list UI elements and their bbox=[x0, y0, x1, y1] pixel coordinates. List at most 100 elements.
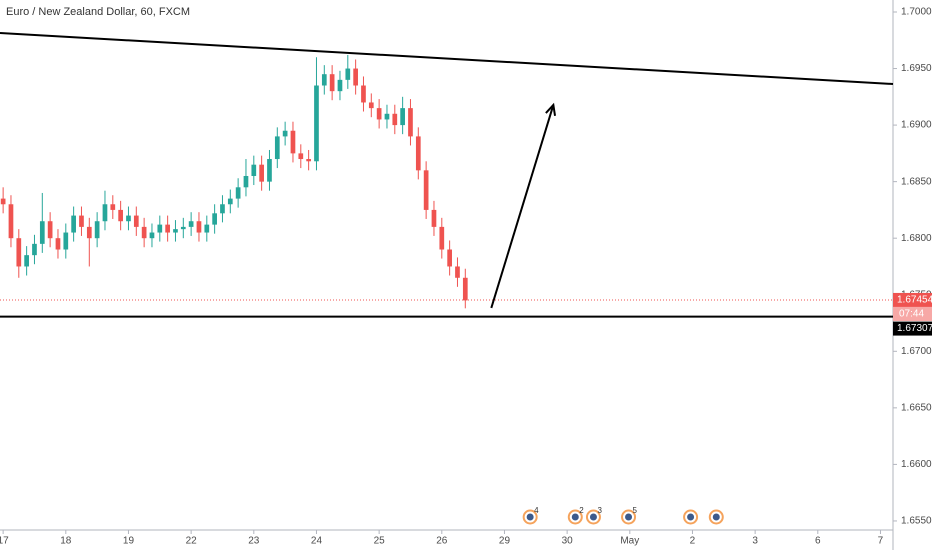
candle-body bbox=[63, 232, 69, 250]
candle-body bbox=[408, 108, 413, 137]
candle-body bbox=[376, 108, 382, 120]
arrow-head bbox=[545, 102, 557, 116]
y-tick-label: 1.69500 bbox=[901, 63, 932, 74]
countdown-box bbox=[893, 306, 932, 321]
candle-body bbox=[243, 175, 249, 188]
event-icon bbox=[712, 513, 720, 521]
candle-body bbox=[32, 243, 37, 256]
trendline bbox=[0, 32, 894, 86]
y-tick-label: 1.66000 bbox=[901, 459, 932, 470]
candle-body bbox=[173, 229, 178, 233]
y-tick-label: 1.69000 bbox=[901, 120, 932, 131]
x-tick-label: 26 bbox=[436, 536, 448, 547]
y-tick-label: 1.70000 bbox=[901, 7, 932, 18]
event-count: 5 bbox=[633, 506, 638, 515]
event-icon bbox=[571, 513, 579, 521]
event-icon bbox=[687, 513, 695, 521]
candle-body bbox=[212, 213, 217, 225]
event-icon bbox=[589, 513, 597, 521]
candle-body bbox=[47, 221, 53, 239]
candle-body bbox=[298, 153, 304, 160]
candle-body bbox=[455, 266, 460, 278]
candle-body bbox=[39, 221, 45, 244]
x-tick-label: 19 bbox=[123, 536, 135, 547]
candle-body bbox=[361, 85, 366, 103]
y-tick-label: 1.66500 bbox=[901, 402, 932, 413]
candle-body bbox=[353, 68, 358, 86]
hline-box bbox=[893, 321, 932, 336]
candle-body bbox=[227, 198, 233, 205]
candle-body bbox=[235, 187, 241, 199]
candle-body bbox=[94, 221, 100, 239]
candle-body bbox=[8, 204, 14, 239]
x-tick-label: 25 bbox=[374, 536, 386, 547]
candle-body bbox=[71, 215, 76, 233]
candle-body bbox=[329, 74, 335, 92]
candle-body bbox=[79, 215, 84, 227]
candle-body bbox=[259, 164, 264, 182]
candle-body bbox=[149, 232, 155, 239]
candle-body bbox=[16, 238, 22, 267]
x-tick-label: 2 bbox=[690, 536, 696, 547]
x-tick-label: 30 bbox=[562, 536, 574, 547]
candle-body bbox=[384, 113, 390, 120]
candle-body bbox=[400, 108, 405, 126]
event-icon bbox=[526, 513, 534, 521]
x-tick-label: 17 bbox=[0, 536, 9, 547]
candle-body bbox=[188, 221, 194, 227]
candle-body bbox=[180, 226, 186, 230]
last-price-label: 1.67454 bbox=[897, 295, 932, 306]
x-tick-label: 29 bbox=[499, 536, 511, 547]
y-tick-label: 1.67000 bbox=[901, 346, 932, 357]
candle-body bbox=[110, 204, 116, 210]
y-tick-label: 1.68000 bbox=[901, 233, 932, 244]
x-tick-label: 18 bbox=[60, 536, 72, 547]
candle-body bbox=[204, 224, 210, 233]
candle-body bbox=[102, 204, 108, 222]
hline-label: 1.67307 bbox=[897, 323, 932, 334]
candle-body bbox=[196, 221, 202, 233]
candle-body bbox=[118, 209, 123, 222]
y-tick-label: 1.68500 bbox=[901, 176, 932, 187]
candle-body bbox=[306, 159, 311, 162]
candle-body bbox=[415, 136, 421, 171]
candle-body bbox=[24, 255, 29, 267]
chart-title: Euro / New Zealand Dollar, 60, FXCM bbox=[6, 6, 190, 18]
candle-body bbox=[462, 277, 468, 301]
event-count: 4 bbox=[534, 506, 539, 515]
candle-body bbox=[141, 226, 147, 239]
candle-body bbox=[314, 85, 319, 162]
candle-body bbox=[86, 226, 92, 239]
candle-body bbox=[439, 226, 445, 250]
x-tick-label: 7 bbox=[878, 536, 884, 547]
candle-body bbox=[157, 224, 163, 233]
candle-body bbox=[274, 136, 280, 160]
candle-body bbox=[431, 209, 437, 227]
candle-body bbox=[0, 198, 6, 205]
x-tick-label: May bbox=[620, 536, 639, 547]
candle-body bbox=[126, 215, 131, 222]
candle-body bbox=[55, 238, 61, 250]
candle-body bbox=[447, 249, 452, 267]
candle-body bbox=[345, 68, 351, 80]
candle-body bbox=[220, 204, 225, 214]
candle-body bbox=[290, 130, 296, 154]
x-tick-label: 6 bbox=[815, 536, 821, 547]
candle-body bbox=[133, 215, 139, 227]
x-tick-label: 3 bbox=[752, 536, 758, 547]
candle-body bbox=[251, 164, 257, 176]
candle-body bbox=[337, 79, 343, 92]
candle-body bbox=[423, 170, 429, 210]
event-count: 2 bbox=[579, 506, 584, 515]
candle-body bbox=[165, 224, 170, 233]
x-tick-label: 22 bbox=[186, 536, 198, 547]
candle-body bbox=[267, 159, 272, 182]
event-icon bbox=[625, 513, 633, 521]
x-tick-label: 24 bbox=[311, 536, 323, 547]
candle-body bbox=[368, 102, 374, 109]
countdown-label: 07:44 bbox=[899, 309, 924, 320]
y-tick-label: 1.65500 bbox=[901, 516, 932, 527]
arrow bbox=[490, 104, 555, 309]
